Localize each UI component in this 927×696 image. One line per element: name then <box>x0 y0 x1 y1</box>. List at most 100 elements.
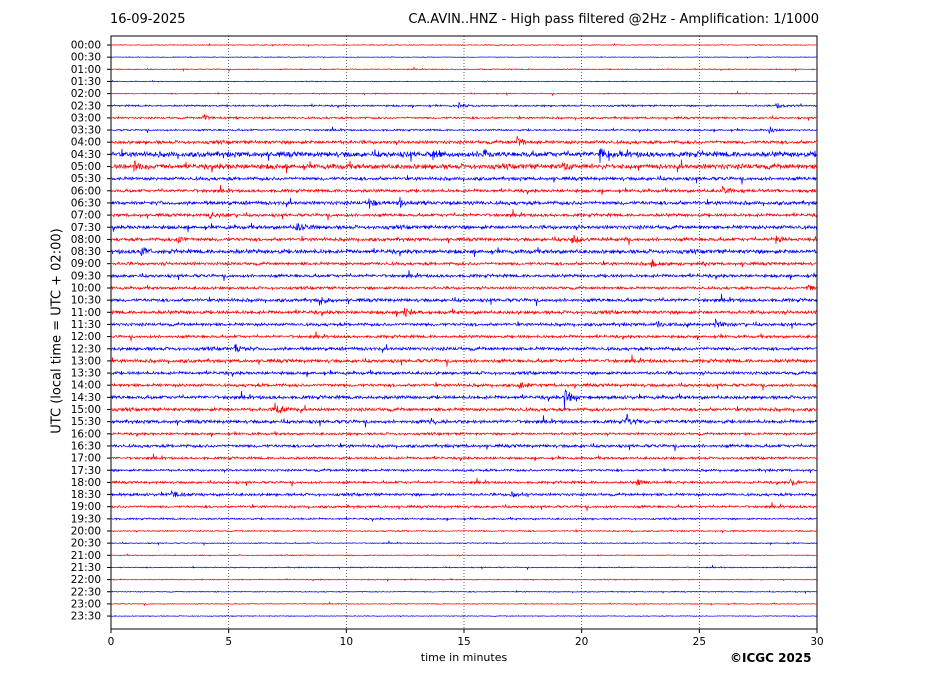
trace-2030 <box>110 539 818 547</box>
y-tick-label: 15:30 <box>71 416 101 428</box>
x-tick-label: 15 <box>457 636 470 648</box>
y-tick-label: 17:00 <box>71 453 101 465</box>
y-tick-label: 20:00 <box>71 526 101 538</box>
trace-2330 <box>110 614 818 618</box>
y-tick-label: 10:30 <box>71 295 101 307</box>
trace-1630 <box>110 442 818 452</box>
y-tick-label: 20:30 <box>71 538 101 550</box>
trace-1930 <box>110 516 818 522</box>
trace-0900 <box>110 259 818 268</box>
trace-1400 <box>110 382 818 391</box>
trace-0700 <box>110 209 818 221</box>
trace-0130 <box>110 79 818 83</box>
y-tick-label: 22:00 <box>71 574 101 586</box>
y-tick-label: 14:30 <box>71 392 101 404</box>
trace-0230 <box>110 101 818 109</box>
y-tick-label: 04:30 <box>71 149 101 161</box>
trace-2230 <box>110 589 818 595</box>
trace-0200 <box>110 90 818 97</box>
trace-1500 <box>110 402 818 414</box>
y-tick-label: 21:00 <box>71 550 101 562</box>
y-axis-label: UTC (local time = UTC + 02:00) <box>49 228 65 434</box>
trace-0800 <box>110 235 818 246</box>
y-tick-label: 12:00 <box>71 331 101 343</box>
y-tick-label: 01:30 <box>71 76 101 88</box>
y-tick-label: 04:00 <box>71 137 101 149</box>
trace-1130 <box>110 318 818 329</box>
trace-0730 <box>110 223 818 233</box>
x-tick-label: 0 <box>108 636 115 648</box>
y-tick-label: 19:30 <box>71 513 101 525</box>
y-tick-label: 09:30 <box>71 270 101 282</box>
trace-0300 <box>110 113 818 121</box>
y-tick-label: 11:00 <box>71 307 101 319</box>
y-tick-label: 05:30 <box>71 173 101 185</box>
y-tick-label: 10:00 <box>71 283 101 295</box>
y-tick-label: 06:00 <box>71 185 101 197</box>
chart-title: CA.AVIN..HNZ - High pass filtered @2Hz -… <box>408 12 819 27</box>
y-tick-label: 02:00 <box>71 88 101 100</box>
trace-0830 <box>110 246 818 257</box>
trace-1530 <box>110 413 818 428</box>
y-tick-label: 21:30 <box>71 562 101 574</box>
y-tick-label: 00:00 <box>71 40 101 52</box>
x-tick-label: 5 <box>225 636 232 648</box>
x-tick-label: 20 <box>575 636 588 648</box>
trace-2000 <box>110 528 818 534</box>
y-tick-label: 03:00 <box>71 112 101 124</box>
trace-2130 <box>110 564 818 571</box>
y-tick-label: 07:00 <box>71 210 101 222</box>
trace-1300 <box>110 354 818 367</box>
y-tick-label: 07:30 <box>71 222 101 234</box>
trace-2300 <box>110 601 818 607</box>
y-tick-label: 06:30 <box>71 197 101 209</box>
trace-1430 <box>110 388 818 409</box>
y-tick-label: 16:00 <box>71 428 101 440</box>
trace-0930 <box>110 270 818 282</box>
trace-1700 <box>110 453 818 462</box>
y-tick-label: 00:30 <box>71 52 101 64</box>
y-tick-label: 09:00 <box>71 258 101 270</box>
trace-1100 <box>110 307 818 318</box>
y-tick-label: 12:30 <box>71 343 101 355</box>
y-tick-label: 01:00 <box>71 64 101 76</box>
trace-1730 <box>110 467 818 474</box>
y-tick-label: 05:00 <box>71 161 101 173</box>
y-tick-label: 02:30 <box>71 100 101 112</box>
trace-0330 <box>110 126 818 135</box>
y-tick-label: 18:00 <box>71 477 101 489</box>
trace-1600 <box>110 431 818 438</box>
y-tick-label: 18:30 <box>71 489 101 501</box>
trace-2200 <box>110 577 818 583</box>
trace-1030 <box>110 293 818 307</box>
trace-0600 <box>110 184 818 195</box>
trace-0630 <box>110 196 818 209</box>
y-tick-label: 08:00 <box>71 234 101 246</box>
y-tick-label: 14:00 <box>71 380 101 392</box>
trace-1830 <box>110 489 818 498</box>
y-tick-label: 15:00 <box>71 404 101 416</box>
y-tick-label: 11:30 <box>71 319 101 331</box>
x-tick-label: 30 <box>810 636 823 648</box>
trace-1230 <box>110 343 818 353</box>
x-tick-label: 10 <box>340 636 353 648</box>
trace-0430 <box>110 148 818 163</box>
trace-1900 <box>110 502 818 511</box>
trace-1330 <box>110 369 818 378</box>
y-tick-label: 19:00 <box>71 501 101 513</box>
y-tick-label: 08:30 <box>71 246 101 258</box>
trace-0000 <box>110 42 818 48</box>
y-tick-label: 16:30 <box>71 440 101 452</box>
trace-1800 <box>110 477 818 487</box>
trace-0500 <box>110 159 818 174</box>
y-tick-label: 13:30 <box>71 368 101 380</box>
trace-0100 <box>110 65 818 73</box>
trace-0530 <box>110 175 818 185</box>
trace-0400 <box>110 136 818 146</box>
trace-0030 <box>110 55 818 59</box>
y-tick-label: 13:00 <box>71 355 101 367</box>
y-tick-label: 03:30 <box>71 125 101 137</box>
trace-1000 <box>110 284 818 291</box>
x-tick-label: 25 <box>693 636 706 648</box>
